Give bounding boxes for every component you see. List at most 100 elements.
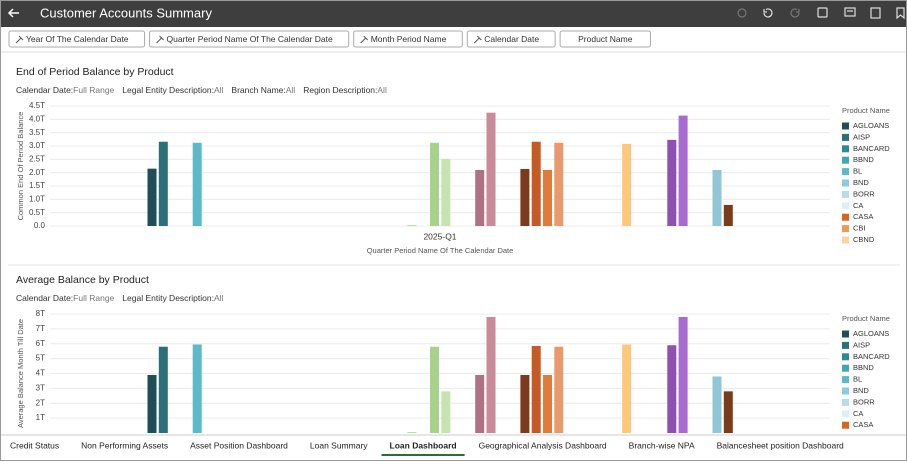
filter-button-label: Quarter Period Name Of The Calendar Date bbox=[167, 34, 333, 44]
bar bbox=[407, 225, 417, 226]
chart-filters: Calendar Date:Full Range Legal Entity Des… bbox=[16, 85, 387, 95]
legend-item: BL bbox=[842, 375, 862, 384]
filter-button[interactable]: Month Period Name bbox=[353, 30, 463, 48]
filter-button[interactable]: Year Of The Calendar Date bbox=[8, 30, 146, 48]
legend-label: CASA bbox=[853, 420, 873, 429]
filter-label: Region Description: bbox=[303, 85, 377, 95]
legend-title: Product Name bbox=[842, 106, 890, 115]
filter-button-label: Year Of The Calendar Date bbox=[26, 34, 129, 44]
bar bbox=[147, 168, 157, 226]
legend-swatch bbox=[842, 133, 849, 141]
bar bbox=[667, 139, 677, 226]
legend-label: BORR bbox=[853, 397, 875, 406]
legend-label: BANCARD bbox=[853, 352, 890, 361]
legend-label: BANCARD bbox=[853, 144, 890, 153]
legend-swatch bbox=[842, 330, 849, 338]
filter-button-box bbox=[466, 30, 556, 48]
legend-item: BANCARD bbox=[842, 352, 890, 361]
y-axis-title: Common End Of Period Balance bbox=[16, 112, 25, 221]
y-tick-label: 2.0T bbox=[29, 168, 45, 177]
bar bbox=[475, 374, 485, 433]
legend-item: BND bbox=[842, 178, 869, 187]
bar bbox=[430, 142, 439, 226]
filter-button[interactable]: Calendar Date bbox=[466, 30, 556, 48]
bar bbox=[678, 115, 688, 226]
filter-button-label: Product Name bbox=[578, 34, 633, 44]
chart-title: Average Balance by Product bbox=[16, 274, 149, 286]
y-tick-label: 3.5T bbox=[29, 128, 45, 137]
filter-icon bbox=[15, 35, 24, 44]
bar bbox=[667, 345, 677, 433]
tab[interactable]: Balancesheet position Dashboard bbox=[717, 440, 844, 450]
legend-label: AGLOANS bbox=[853, 121, 889, 130]
filter-value: All bbox=[286, 85, 296, 95]
legend-swatch bbox=[842, 213, 849, 221]
legend-swatch bbox=[842, 156, 849, 164]
legend-label: CBI bbox=[853, 224, 866, 233]
y-tick-label: 4.5T bbox=[29, 101, 45, 110]
legend-item: BORR bbox=[842, 397, 875, 406]
legend-item: CA bbox=[842, 409, 863, 418]
bar bbox=[147, 374, 157, 433]
filter-label: Branch Name: bbox=[231, 85, 285, 95]
tab[interactable]: Credit Status bbox=[10, 440, 59, 450]
tab[interactable]: Branch-wise NPA bbox=[629, 440, 695, 450]
bar bbox=[622, 344, 632, 433]
bar bbox=[475, 170, 485, 226]
x-axis-title: Quarter Period Name Of The Calendar Date bbox=[367, 246, 514, 255]
filter-icon bbox=[473, 35, 482, 44]
legend-item: BL bbox=[842, 167, 862, 176]
legend-swatch bbox=[842, 410, 849, 418]
bar bbox=[543, 170, 552, 226]
legend-swatch bbox=[842, 225, 849, 233]
tab[interactable]: Geographical Analysis Dashboard bbox=[479, 440, 607, 450]
filter-button[interactable]: Product Name bbox=[559, 30, 651, 48]
toolbar-icons[interactable] bbox=[737, 7, 905, 20]
bar bbox=[520, 374, 530, 433]
filter-button-box bbox=[559, 30, 651, 48]
filter-value: Full Range bbox=[73, 293, 114, 303]
legend-label: BORR bbox=[853, 189, 875, 198]
bar bbox=[531, 345, 541, 433]
bar bbox=[486, 112, 496, 226]
legend-label: AGLOANS bbox=[853, 329, 889, 338]
legend-item: AGLOANS bbox=[842, 121, 889, 130]
bar bbox=[554, 346, 564, 433]
legend-label: BL bbox=[853, 375, 862, 384]
legend-label: CA bbox=[853, 201, 863, 210]
legend-label: CBND bbox=[853, 235, 875, 244]
legend-swatch bbox=[842, 190, 849, 198]
legend-swatch bbox=[842, 202, 849, 210]
legend-swatch bbox=[842, 376, 849, 384]
legend-item: AGLOANS bbox=[842, 329, 889, 338]
filter-button[interactable]: Quarter Period Name Of The Calendar Date bbox=[149, 30, 350, 48]
tab[interactable]: Non Performing Assets bbox=[81, 440, 168, 450]
filter-button-box bbox=[149, 30, 350, 48]
y-tick-label: 1.0T bbox=[29, 194, 45, 203]
legend-title: Product Name bbox=[842, 314, 890, 323]
bar bbox=[520, 168, 530, 226]
legend-label: AISP bbox=[853, 132, 870, 141]
bar bbox=[531, 141, 541, 226]
y-axis-title: Average Balance Month Till Date bbox=[16, 319, 25, 428]
y-tick-label: 2T bbox=[36, 398, 45, 407]
bar bbox=[678, 316, 688, 433]
bar bbox=[723, 391, 733, 433]
tab[interactable]: Loan Dashboard bbox=[390, 440, 457, 450]
legend-swatch bbox=[842, 145, 849, 153]
active-tab-indicator bbox=[381, 454, 465, 456]
legend-item: BBND bbox=[842, 363, 874, 372]
legend-item: CBND bbox=[842, 235, 875, 244]
back-button[interactable] bbox=[7, 8, 19, 18]
tab[interactable]: Asset Position Dashboard bbox=[190, 440, 288, 450]
bar bbox=[441, 391, 451, 433]
filter-button-label: Month Period Name bbox=[371, 34, 447, 44]
legend-swatch bbox=[842, 421, 849, 429]
filter-label: Calendar Date: bbox=[16, 293, 73, 303]
bar bbox=[554, 142, 564, 226]
legend-item: CBI bbox=[842, 224, 866, 233]
legend-item: AISP bbox=[842, 340, 870, 349]
tab[interactable]: Loan Summary bbox=[310, 440, 368, 450]
y-tick-label: 2.5T bbox=[29, 154, 45, 163]
